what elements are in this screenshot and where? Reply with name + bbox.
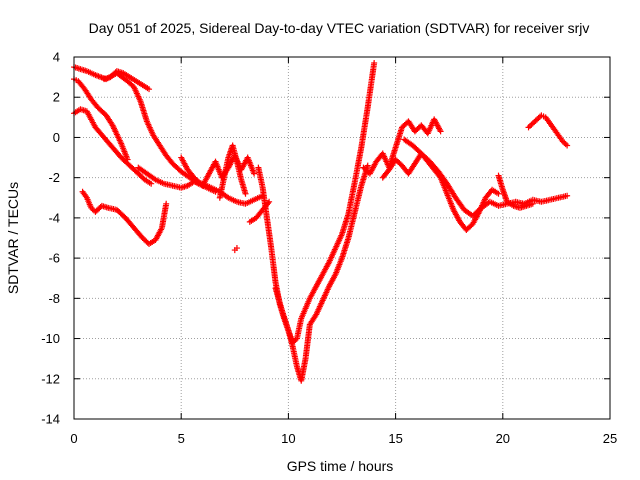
series-prn-l bbox=[360, 116, 444, 177]
x-tick-label: 15 bbox=[388, 431, 402, 446]
y-tick-label: -4 bbox=[48, 210, 60, 225]
data-point bbox=[146, 86, 153, 93]
y-axis-ticks: -14 -12 -10 -8 -6 -4 -2 0 2 4 bbox=[41, 50, 610, 427]
series-prn-o bbox=[495, 172, 536, 211]
y-axis-label: SDTVAR / TECUs bbox=[5, 182, 21, 294]
x-axis-ticks: 0 5 10 15 20 25 bbox=[70, 57, 617, 446]
series-prn-h bbox=[216, 142, 249, 201]
x-tick-label: 0 bbox=[70, 431, 77, 446]
data-point bbox=[371, 60, 378, 67]
x-tick-label: 20 bbox=[496, 431, 510, 446]
series-prn-k bbox=[272, 162, 371, 384]
data-point bbox=[564, 142, 571, 149]
data-point bbox=[242, 190, 249, 197]
data-point bbox=[124, 156, 131, 163]
series-prn-b bbox=[71, 76, 131, 163]
y-tick-label: -8 bbox=[48, 291, 60, 306]
y-tick-label: -6 bbox=[48, 251, 60, 266]
x-tick-label: 5 bbox=[178, 431, 185, 446]
data-point bbox=[364, 162, 371, 169]
series-prn-m bbox=[379, 150, 502, 233]
series-prn-j bbox=[255, 60, 378, 346]
data-point bbox=[233, 245, 240, 252]
series-prn-p bbox=[525, 112, 571, 149]
data-point bbox=[564, 192, 571, 199]
data-point bbox=[163, 200, 170, 207]
series-prn-q bbox=[231, 245, 240, 254]
y-tick-label: 2 bbox=[53, 90, 60, 105]
data-point bbox=[495, 190, 502, 197]
series-prn-a bbox=[71, 106, 155, 187]
y-tick-label: -10 bbox=[41, 331, 60, 346]
x-tick-label: 10 bbox=[281, 431, 295, 446]
y-tick-label: -2 bbox=[48, 170, 60, 185]
series-prn-e bbox=[79, 188, 170, 248]
x-axis-label: GPS time / hours bbox=[287, 458, 394, 474]
series-prn-d bbox=[101, 68, 153, 93]
y-tick-label: 4 bbox=[53, 50, 60, 65]
data-point bbox=[251, 170, 258, 177]
y-tick-label: 0 bbox=[53, 130, 60, 145]
data-point bbox=[529, 200, 536, 207]
data-point bbox=[148, 180, 155, 187]
data-points bbox=[71, 60, 571, 384]
chart-title: Day 051 of 2025, Sidereal Day-to-day VTE… bbox=[89, 20, 590, 36]
data-point bbox=[437, 128, 444, 135]
y-tick-label: -14 bbox=[41, 412, 60, 427]
plot-frame bbox=[73, 56, 611, 420]
x-tick-label: 25 bbox=[603, 431, 617, 446]
y-tick-label: -12 bbox=[41, 371, 60, 386]
